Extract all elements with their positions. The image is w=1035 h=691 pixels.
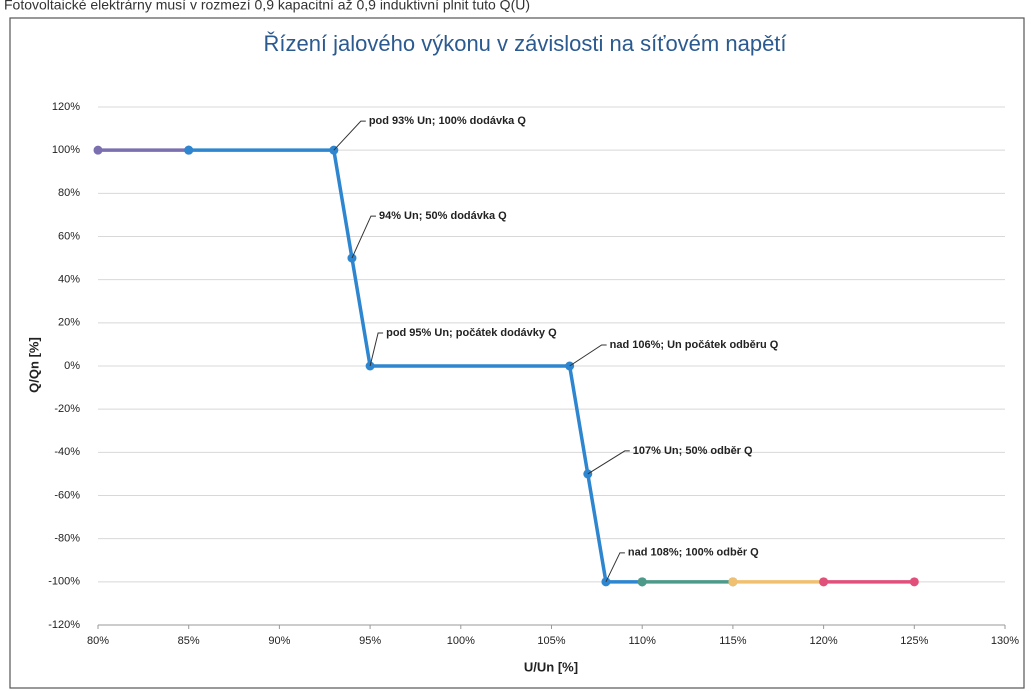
y-tick-label: 100% [52, 144, 80, 156]
annotation-leader [333, 120, 366, 151]
annotation-leader [605, 552, 625, 583]
annotation: nad 106%; Un počátek odběru Q [610, 339, 779, 351]
y-tick-label: -20% [54, 403, 80, 415]
x-tick-label: 130% [991, 635, 1019, 647]
annotation-leader [351, 215, 376, 259]
x-tick-label: 85% [178, 635, 200, 647]
x-tick-label: 105% [537, 635, 565, 647]
chart-border [9, 17, 1025, 689]
annotation: pod 95% Un; počátek dodávky Q [386, 327, 557, 339]
caption: Fotovoltaické elektrárny musí v rozmezí … [4, 0, 530, 13]
point [184, 145, 194, 155]
x-tick-label: 110% [629, 635, 657, 647]
point [909, 577, 919, 587]
y-tick-label: 60% [58, 230, 80, 242]
point [819, 577, 829, 587]
y-tick-label: 0% [64, 360, 80, 372]
y-tick-label: -120% [48, 619, 80, 631]
y-tick-label: 80% [58, 187, 80, 199]
y-tick-label: 20% [58, 317, 80, 329]
series-line [188, 148, 643, 584]
point [93, 145, 103, 155]
chart-title: Řízení jalového výkonu v závislosti na s… [263, 31, 786, 56]
x-tick-label: 115% [719, 635, 747, 647]
x-tick-label: 95% [359, 635, 381, 647]
annotation: 94% Un; 50% dodávka Q [379, 210, 507, 222]
x-axis-label: U/Un [%] [524, 659, 578, 674]
y-tick-label: -80% [54, 533, 80, 545]
y-tick-label: -40% [54, 446, 80, 458]
point [728, 577, 738, 587]
x-tick-label: 100% [447, 635, 475, 647]
annotation-leader [569, 344, 607, 367]
x-tick-label: 90% [268, 635, 290, 647]
annotation-leader [587, 450, 630, 475]
point [637, 577, 647, 587]
y-tick-label: -60% [54, 489, 80, 501]
y-tick-label: 40% [58, 274, 80, 286]
annotation: nad 108%; 100% odběr Q [628, 547, 759, 559]
x-tick-label: 120% [810, 635, 838, 647]
y-tick-label: -100% [48, 576, 80, 588]
annotation-leader [369, 332, 384, 367]
x-tick-label: 125% [900, 635, 928, 647]
annotation: pod 93% Un; 100% dodávka Q [369, 115, 527, 127]
y-axis-label: Q/Qn [%] [26, 337, 41, 393]
y-tick-label: 120% [52, 101, 80, 113]
annotation: 107% Un; 50% odběr Q [633, 445, 753, 457]
x-tick-label: 80% [87, 635, 109, 647]
